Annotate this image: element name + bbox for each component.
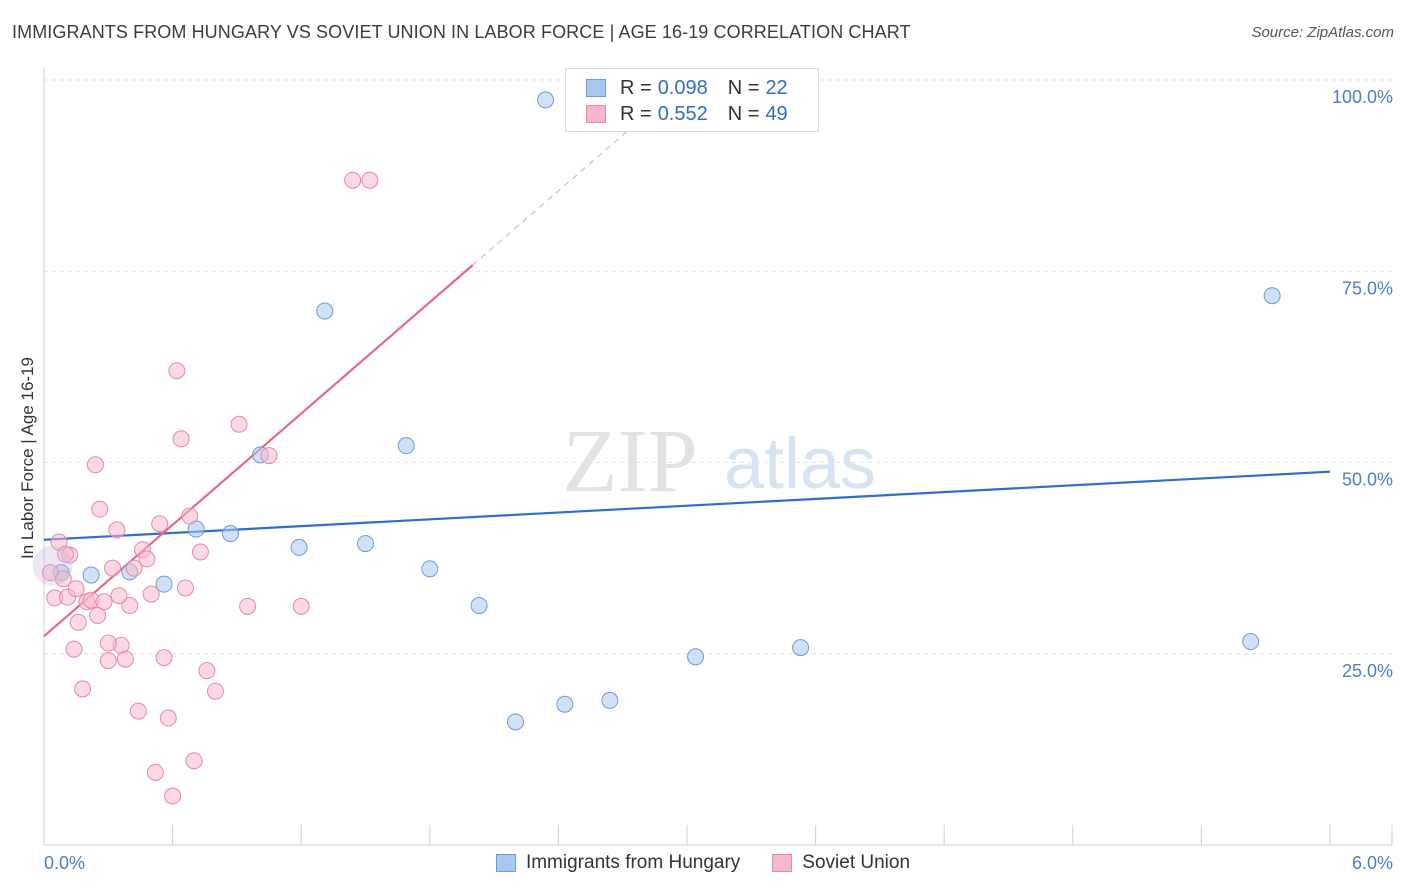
legend-item-soviet[interactable]: Soviet Union [772,852,910,874]
y-tick-label: 25.0% [1342,661,1393,681]
series-legend: Immigrants from Hungary Soviet Union [0,852,1406,874]
soviet-point [344,171,362,189]
legend-r-value-hungary: 0.098 [657,76,708,99]
soviet-point [74,680,92,698]
soviet-point [155,649,173,667]
soviet-point [110,587,128,605]
watermark-atlas: atlas [724,424,876,504]
soviet-point [56,545,74,563]
hungary-point [601,691,619,709]
watermark-zip: ZIP [563,412,698,511]
legend-item-hungary[interactable]: Immigrants from Hungary [495,852,741,874]
soviet-point [54,570,72,588]
soviet-point [230,415,248,433]
soviet-point [129,702,147,720]
soviet-point [67,580,85,598]
hungary-point [421,560,439,578]
soviet-point [108,521,126,539]
stats-legend: R = 0.098 N = 22 R = 0.552 N = 49 [565,68,819,132]
legend-swatch-hungary [495,854,516,872]
hungary-point [792,639,810,657]
legend-r-label: R = [620,102,652,125]
soviet-point [185,752,203,770]
soviet-point [168,362,186,380]
legend-row-soviet: R = 0.552 N = 49 [586,101,788,127]
soviet-point [142,585,160,603]
soviet-point [260,447,278,465]
hungary-point [316,302,334,320]
y-tick-label: 100.0% [1332,87,1393,107]
soviet-point [125,559,143,577]
hungary-point [357,535,374,553]
soviet-point [95,593,113,611]
legend-swatch-soviet [586,105,606,123]
soviet-point [116,650,134,668]
aggregate-point [32,545,73,586]
y-axis-label: In Labor Force | Age 16-19 [18,357,37,559]
data-points [32,71,1281,805]
hungary-point [397,437,415,455]
legend-n-label: N = [727,102,760,125]
legend-row-hungary: R = 0.098 N = 22 [586,75,788,101]
y-tick-label: 50.0% [1342,470,1393,490]
soviet-point [361,171,379,189]
hungary-point [221,525,239,543]
hungary-point [155,575,173,593]
axes [43,68,1393,846]
hungary-point [1242,633,1260,651]
soviet-point [164,787,182,805]
soviet-point [121,597,139,615]
soviet-point [176,579,194,597]
hungary-point [82,566,100,584]
x-tick-label: 6.0% [1352,853,1393,873]
soviet-point [172,430,190,448]
hungary-point [537,91,555,109]
soviet-point [151,515,169,533]
soviet-point [191,543,209,561]
y-tick-label: 75.0% [1342,278,1393,298]
legend-label-soviet: Soviet Union [802,852,911,873]
legend-r-label: R = [620,76,652,99]
legend-n-value-soviet: 49 [765,102,788,125]
soviet-point [146,763,164,781]
tick-labels: 25.0% 50.0% 75.0% 100.0% 0.0% 6.0% [44,87,1393,873]
soviet-point [198,662,216,680]
soviet-point [159,709,177,727]
soviet-trend-extension [472,125,634,266]
source-credit: Source: ZipAtlas.com [1251,24,1394,41]
soviet-point [91,500,109,518]
soviet-point [239,597,257,615]
legend-swatch-soviet [772,854,793,872]
soviet-point [65,640,83,658]
chart-title: IMMIGRANTS FROM HUNGARY VS SOVIET UNION … [12,22,911,42]
grid-lines [44,79,1392,655]
watermark: ZIP atlas [563,412,877,511]
x-tick-label: 0.0% [44,853,85,873]
legend-n-value-hungary: 22 [765,76,788,99]
trend-lines [43,125,1331,637]
soviet-point [69,613,87,631]
hungary-point [507,713,525,731]
soviet-point [99,652,117,670]
legend-label-hungary: Immigrants from Hungary [525,852,741,873]
soviet-point [181,507,199,525]
hungary-point [556,695,574,713]
soviet-point [292,597,310,615]
soviet-point [99,634,117,652]
legend-n-label: N = [727,76,760,99]
soviet-point [138,550,156,568]
soviet-point [86,456,104,474]
hungary-trend-line [43,470,1331,541]
legend-swatch-hungary [586,79,606,97]
hungary-point [290,538,308,556]
soviet-point [89,607,107,624]
legend-r-value-soviet: 0.552 [657,102,708,125]
soviet-point [206,682,224,700]
soviet-point [104,559,122,577]
hungary-point [470,597,488,615]
hungary-point [1263,287,1281,305]
hungary-point [687,648,705,666]
